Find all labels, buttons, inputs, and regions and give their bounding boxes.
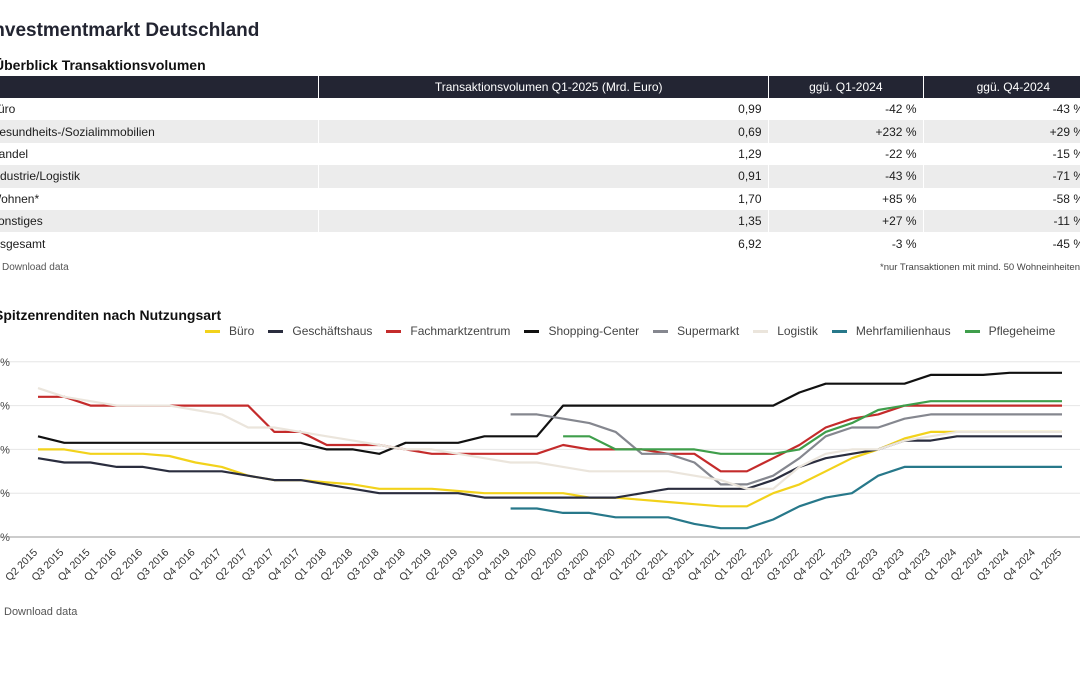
legend-swatch (653, 329, 669, 333)
legend-item[interactable]: Shopping-Center (524, 324, 639, 338)
table-row: Insgesamt 6,92-3 %-45 % (0, 232, 1080, 255)
cell-vs-q1: +232 % (767, 120, 923, 143)
series-line-logistik (37, 387, 1062, 490)
page-title: Investmentmarkt Deutschland (0, 20, 260, 41)
y-tick-label: 3% (0, 488, 10, 500)
table-row: Sonstiges1,35+27 %-11 % (0, 209, 1080, 233)
cell-volume: 0,91 (317, 165, 768, 188)
section-title-yields: Spitzenrenditen nach Nutzungsart (0, 307, 222, 323)
cell-volume: 0,69 (317, 120, 768, 143)
column-header-category (0, 76, 318, 98)
legend-item[interactable]: Büro (205, 324, 254, 338)
y-tick-label: 5% (0, 401, 10, 413)
column-header-vs-q4: ggü. Q4-2024 (922, 76, 1080, 98)
legend-swatch (205, 329, 220, 333)
row-label: Industrie/Logistik (0, 165, 318, 188)
series-line-mehrfamilienhaus (510, 465, 1062, 530)
cell-volume: 0,99 (317, 98, 768, 121)
cell-volume: 1,35 (317, 209, 768, 233)
download-data-link-chart[interactable]: Download data (4, 606, 78, 618)
row-label: Insgesamt (0, 236, 46, 251)
table-header-row: Transaktionsvolumen Q1-2025 (Mrd. Euro) … (0, 76, 1080, 98)
legend-label: Shopping-Center (548, 324, 640, 338)
series-line-fachmarktzentrum (38, 395, 1062, 473)
chart-legend: Büro Geschäftshaus Fachmarktzentrum Shoppin… (205, 324, 1055, 338)
legend-item[interactable]: Fachmarktzentrum (386, 324, 510, 338)
cell-vs-q4: +29 % (922, 120, 1080, 143)
table-row: Wohnen* 1,70+85 %-58 % (0, 187, 1080, 210)
legend-item[interactable]: Geschäftshaus (268, 324, 372, 338)
legend-swatch (753, 329, 769, 333)
cell-vs-q1: -22 % (767, 142, 923, 166)
cell-vs-q4: -43 % (922, 98, 1080, 121)
legend-label: Mehrfamilienhaus (855, 324, 951, 338)
transaction-table: Transaktionsvolumen Q1-2025 (Mrd. Euro) … (0, 76, 1080, 255)
cell-vs-q4: -45 % (922, 232, 1080, 255)
row-label: Handel (0, 146, 29, 161)
legend-swatch (524, 329, 540, 333)
legend-label: Geschäftshaus (292, 324, 373, 338)
legend-item[interactable]: Supermarkt (653, 324, 739, 338)
legend-item[interactable]: Logistik (753, 324, 818, 338)
series-line-shopping-center (37, 371, 1062, 455)
table-row: Gesundheits-/Sozialimmobilien 0,69 +232 % +… (0, 120, 1080, 143)
legend-swatch (386, 329, 402, 333)
cell-vs-q4: -15 % (922, 142, 1080, 166)
cell-vs-q1: -42 % (767, 98, 923, 121)
table-row: Handel 1,29-22 %-15 % (0, 142, 1080, 166)
column-header-vs-q1: ggü. Q1-2024 (767, 76, 923, 98)
legend-label: Fachmarktzentrum (410, 324, 511, 338)
legend-label: Logistik (777, 324, 818, 338)
legend-label: Supermarkt (677, 324, 740, 338)
series-line-supermarkt (510, 413, 1062, 486)
legend-swatch (964, 329, 980, 333)
cell-vs-q4: -58 % (922, 187, 1080, 210)
download-data-link[interactable]: Download data (2, 262, 69, 273)
y-tick-label: 2% (0, 532, 10, 544)
cell-vs-q4: -71 % (922, 165, 1080, 188)
cell-vs-q1: -3 % (767, 232, 923, 255)
row-label: Sonstiges (0, 209, 318, 233)
legend-item[interactable]: Pflegeheime (964, 324, 1056, 338)
y-tick-label: 6% (0, 357, 10, 369)
section-title-volume: Überblick Transaktionsvolumen (0, 57, 206, 73)
legend-label: Büro (229, 324, 255, 338)
y-tick-label: 4% (0, 444, 10, 456)
cell-vs-q1: -43 % (767, 165, 923, 188)
footnote: *nur Transaktionen mit mind. 50 Wohneinh… (880, 262, 1080, 273)
cell-vs-q1: +27 % (767, 209, 923, 233)
legend-item[interactable]: Mehrfamilienhaus (831, 324, 951, 338)
cell-vs-q4: -11 % (922, 209, 1080, 233)
row-label: Gesundheits-/Sozialimmobilien (0, 120, 318, 143)
cell-vs-q1: +85 % (767, 187, 923, 210)
row-label: Büro (0, 102, 16, 117)
series-line-pflegeheime (563, 400, 1062, 455)
legend-label: Pflegeheime (988, 324, 1056, 338)
cell-volume: 1,29 (317, 142, 768, 166)
row-label: Wohnen* (0, 191, 40, 206)
cell-volume: 6,92 (317, 232, 768, 255)
cell-volume: 1,70 (317, 187, 768, 210)
column-header-volume: Transaktionsvolumen Q1-2025 (Mrd. Euro) (317, 76, 768, 98)
legend-swatch (268, 329, 284, 333)
table-row: Büro 0,99-42 %-43 % (0, 98, 1080, 121)
legend-swatch (831, 329, 847, 333)
